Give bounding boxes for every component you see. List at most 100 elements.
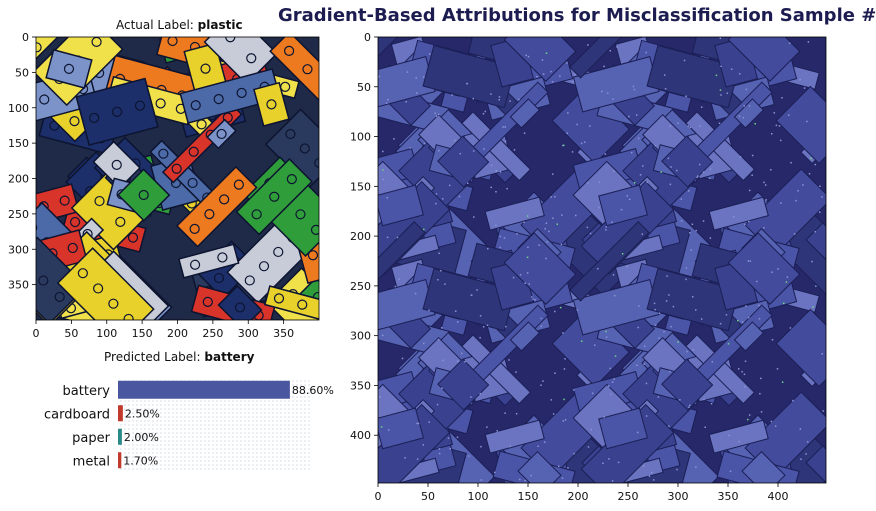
attribution-speck xyxy=(669,183,672,186)
attribution-speck xyxy=(677,122,679,124)
lego-stud xyxy=(269,191,280,202)
attribution-speck xyxy=(685,278,687,281)
attribution-speck xyxy=(512,276,515,279)
attribution-speck xyxy=(504,126,506,128)
attribution-speck xyxy=(589,125,591,127)
x-tick-label: 250 xyxy=(618,490,639,503)
lego-stud xyxy=(310,224,319,235)
attribution-speck xyxy=(523,132,526,134)
attribution-speck xyxy=(638,305,640,307)
attribution-speck xyxy=(719,89,722,91)
attribution-speck xyxy=(611,381,614,383)
attribution-speck xyxy=(645,415,648,417)
x-tick-label: 300 xyxy=(238,327,259,340)
attribution-speck xyxy=(502,126,504,128)
bar-category-label: cardboard xyxy=(44,407,110,422)
attribution-speck xyxy=(454,139,456,142)
attribution-speck xyxy=(709,177,711,180)
attribution-speck xyxy=(417,422,420,425)
attribution-brick xyxy=(775,85,826,165)
attribution-speck xyxy=(495,170,498,173)
attribution-speck xyxy=(709,168,712,170)
y-tick-label: 250 xyxy=(8,208,29,221)
lego-stud xyxy=(36,42,42,53)
lego-stud xyxy=(217,252,228,263)
attribution-speck xyxy=(763,181,765,184)
attribution-speck xyxy=(495,224,497,227)
attribution-speck xyxy=(819,185,821,187)
attribution-speck xyxy=(479,315,482,317)
attribution-speck xyxy=(632,85,635,88)
attribution-speck xyxy=(645,51,647,54)
lego-brick xyxy=(92,140,142,190)
attribution-speck xyxy=(449,447,451,450)
attribution-speck xyxy=(428,421,430,423)
attribution-speck xyxy=(616,46,618,48)
x-tick-label: 0 xyxy=(375,490,382,503)
attribution-speck xyxy=(726,92,729,95)
bar-paper xyxy=(118,428,122,445)
attribution-speck xyxy=(422,444,425,446)
attribution-speck xyxy=(534,299,536,301)
attribution-speck xyxy=(668,294,670,296)
attribution-speck xyxy=(498,96,501,98)
x-tick-label: 100 xyxy=(96,327,117,340)
attribution-speck xyxy=(771,271,773,273)
attribution-speck xyxy=(593,344,596,346)
attribution-speck xyxy=(711,361,714,363)
predicted-label-prefix: Predicted Label: xyxy=(104,350,201,364)
attribution-speck xyxy=(795,199,797,202)
attribution-speck xyxy=(566,132,569,135)
attribution-speck xyxy=(415,77,417,79)
attribution-speck xyxy=(499,246,501,249)
attribution-speck xyxy=(554,310,556,313)
attribution-speck xyxy=(696,176,698,179)
attribution-brick xyxy=(422,44,516,109)
attribution-speck xyxy=(675,169,678,172)
attribution-speck xyxy=(564,358,566,360)
attribution-speck xyxy=(759,392,761,395)
attribution-speck xyxy=(598,206,600,209)
attribution-speck xyxy=(537,445,539,448)
attribution-speck xyxy=(496,430,499,432)
attribution-speck xyxy=(758,304,760,307)
attribution-speck xyxy=(639,174,642,176)
attribution-speck xyxy=(423,228,425,231)
attribution-speck xyxy=(560,243,563,246)
attribution-speck xyxy=(666,275,668,277)
attribution-speck xyxy=(748,220,750,223)
attribution-speck xyxy=(519,273,522,276)
attribution-speck xyxy=(637,137,640,140)
attribution-brick xyxy=(733,98,765,129)
attribution-brick xyxy=(661,358,714,411)
actual-label-prefix: Actual Label: xyxy=(116,18,194,32)
attribution-speck xyxy=(487,247,489,250)
lego-brick xyxy=(263,285,319,320)
attribution-speck xyxy=(561,477,564,479)
attribution-speck xyxy=(637,326,639,329)
attribution-speck xyxy=(438,448,441,450)
attribution-speck xyxy=(610,393,612,396)
attribution-speck xyxy=(563,368,566,370)
lego-stud xyxy=(280,81,291,92)
predicted-label-title: Predicted Label: battery xyxy=(104,350,254,364)
attribution-speck xyxy=(608,385,610,387)
attribution-speck xyxy=(686,350,688,353)
attribution-speck xyxy=(456,321,459,323)
attribution-speck xyxy=(704,426,706,429)
attribution-speck xyxy=(473,216,475,218)
lego-stud xyxy=(127,232,139,243)
attribution-brick xyxy=(484,196,545,231)
lego-stud xyxy=(188,146,199,157)
attribution-speck xyxy=(378,75,380,78)
attribution-speck xyxy=(480,445,482,448)
attribution-speck xyxy=(605,336,608,338)
attribution-speck xyxy=(401,357,404,360)
lego-stud xyxy=(314,157,319,169)
attribution-speck xyxy=(719,322,722,325)
attribution-speck xyxy=(628,115,630,118)
attribution-speck xyxy=(479,392,482,395)
lego-brick xyxy=(203,37,279,86)
attribution-speck xyxy=(680,220,683,222)
attribution-speck xyxy=(545,52,548,54)
